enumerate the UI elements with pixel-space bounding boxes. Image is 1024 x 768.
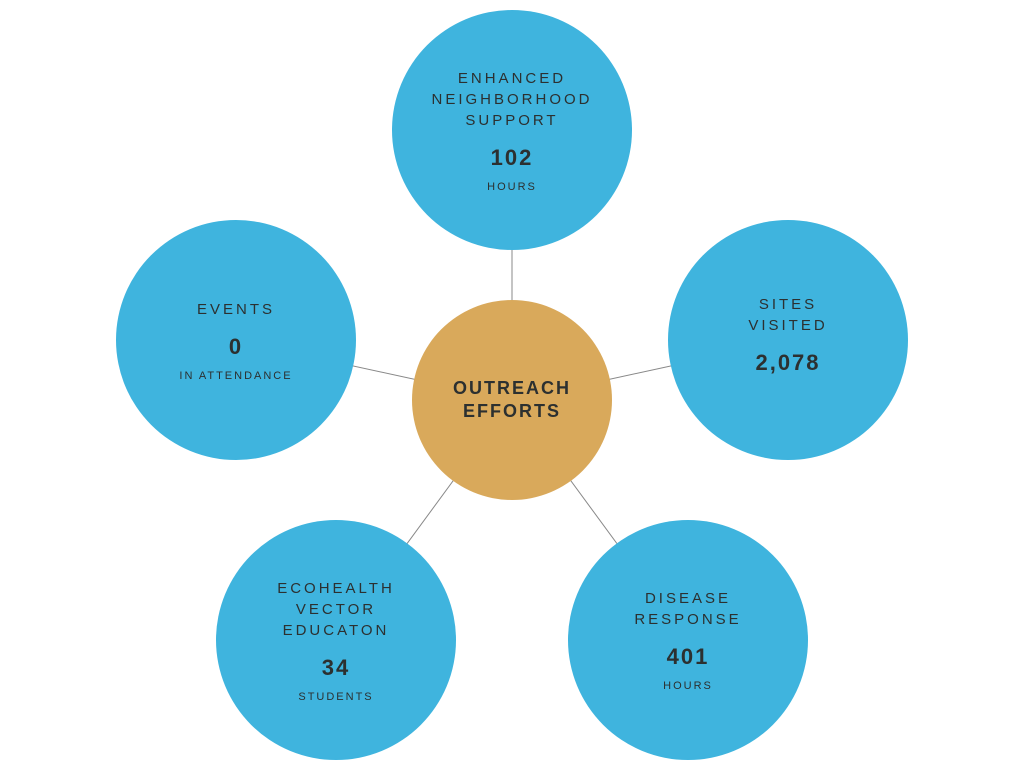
diagram-container: OUTREACH EFFORTS ENHANCEDNEIGHBORHOODSUP… — [0, 0, 1024, 768]
node-value-ecohealth-vector: 34 — [322, 655, 350, 681]
center-label-line1: OUTREACH — [453, 377, 571, 400]
node-disease-response: DISEASERESPONSE 401 HOURS — [568, 520, 808, 760]
center-node: OUTREACH EFFORTS — [412, 300, 612, 500]
node-title-enhanced-neighborhood: ENHANCEDNEIGHBORHOODSUPPORT — [431, 68, 592, 131]
node-title-disease-response: DISEASERESPONSE — [634, 588, 741, 630]
node-unit-events: IN ATTENDANCE — [179, 370, 292, 382]
node-unit-enhanced-neighborhood: HOURS — [487, 181, 537, 193]
node-events: EVENTS 0 IN ATTENDANCE — [116, 220, 356, 460]
node-value-enhanced-neighborhood: 102 — [491, 145, 534, 171]
node-ecohealth-vector: ECOHEALTHVECTOREDUCATON 34 STUDENTS — [216, 520, 456, 760]
node-value-sites-visited: 2,078 — [755, 350, 820, 376]
node-sites-visited: SITESVISITED 2,078 — [668, 220, 908, 460]
node-unit-ecohealth-vector: STUDENTS — [298, 691, 373, 703]
node-title-sites-visited: SITESVISITED — [748, 294, 827, 336]
node-title-ecohealth-vector: ECOHEALTHVECTOREDUCATON — [277, 578, 395, 641]
node-unit-disease-response: HOURS — [663, 680, 713, 692]
node-title-events: EVENTS — [197, 299, 275, 320]
node-enhanced-neighborhood: ENHANCEDNEIGHBORHOODSUPPORT 102 HOURS — [392, 10, 632, 250]
node-value-events: 0 — [229, 334, 243, 360]
center-label-line2: EFFORTS — [463, 400, 561, 423]
node-value-disease-response: 401 — [667, 644, 710, 670]
